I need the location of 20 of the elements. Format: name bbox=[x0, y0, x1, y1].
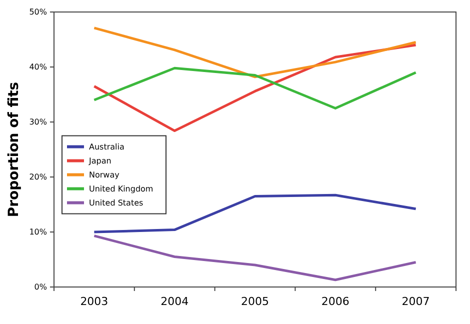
legend-label: United States bbox=[89, 198, 144, 208]
x-tick-label: 2004 bbox=[160, 295, 189, 308]
legend-label: United Kingdom bbox=[89, 184, 154, 194]
y-tick-label: 20% bbox=[29, 172, 48, 182]
y-tick-label: 50% bbox=[29, 8, 48, 17]
legend-label: Norway bbox=[89, 170, 120, 180]
x-tick-label: 2005 bbox=[241, 295, 269, 308]
y-tick-label: 0% bbox=[34, 282, 48, 292]
legend-label: Japan bbox=[88, 156, 112, 166]
line-series bbox=[92, 66, 418, 110]
line-series bbox=[92, 26, 418, 78]
y-tick-label: 30% bbox=[29, 118, 48, 127]
y-tick-label: 10% bbox=[29, 228, 48, 237]
x-tick-label: 2007 bbox=[402, 295, 430, 308]
legend-label: Australia bbox=[89, 142, 124, 152]
y-axis-title: Proportion of fits bbox=[6, 82, 22, 218]
y-tick-label: 40% bbox=[29, 62, 48, 72]
line-series bbox=[92, 234, 418, 282]
x-tick-label: 2006 bbox=[321, 295, 350, 308]
x-tick-label: 2003 bbox=[80, 295, 108, 308]
